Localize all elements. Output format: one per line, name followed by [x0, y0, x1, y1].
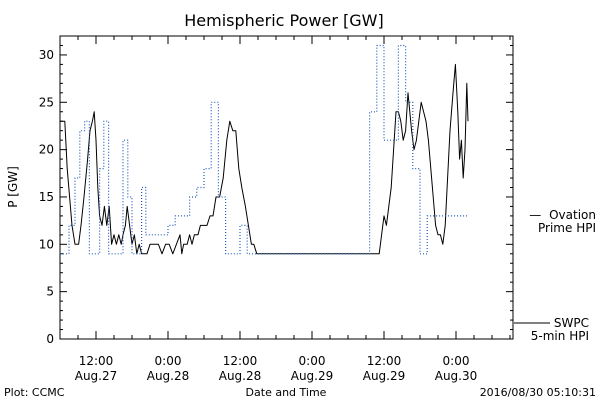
y-tick-label: 0	[46, 332, 54, 346]
plot-timestamp: 2016/08/30 05:10:31	[480, 386, 596, 399]
legend-ovation: — Ovation Prime HPI	[529, 208, 596, 235]
x-tick-time-label: 0:00	[299, 354, 326, 368]
x-tick-date-label: Aug.29	[363, 369, 406, 383]
legend-ovation-line2: Prime HPI	[538, 221, 596, 235]
y-axis-label: P [GW]	[6, 166, 20, 208]
axis-ticks: 05101520253012:00Aug.270:00Aug.2812:00Au…	[39, 36, 513, 383]
y-tick-label: 25	[39, 95, 54, 109]
chart-title: Hemispheric Power [GW]	[184, 11, 383, 30]
x-axis-label: Date and Time	[246, 386, 327, 399]
x-tick-time-label: 0:00	[443, 354, 470, 368]
ovation-prime-hpi-line	[60, 44, 468, 255]
y-tick-label: 10	[39, 237, 54, 251]
x-tick-time-label: 12:00	[79, 354, 114, 368]
y-tick-label: 30	[39, 48, 54, 62]
x-tick-time-label: 12:00	[223, 354, 258, 368]
swpc-hpi-line	[60, 63, 469, 255]
x-tick-date-label: Aug.27	[75, 369, 118, 383]
y-tick-label: 5	[46, 285, 54, 299]
y-tick-label: 20	[39, 143, 54, 157]
x-tick-time-label: 12:00	[367, 354, 402, 368]
legend-swpc: SWPC 5-min HPI	[514, 316, 589, 343]
x-tick-time-label: 0:00	[155, 354, 182, 368]
series-layer	[60, 44, 469, 255]
x-tick-date-label: Aug.30	[435, 369, 478, 383]
legend-ovation-line1: — Ovation	[529, 208, 596, 222]
y-tick-label: 15	[39, 190, 54, 204]
plot-credit: Plot: CCMC	[4, 386, 65, 399]
legend-swpc-line1: SWPC	[554, 316, 589, 330]
x-tick-date-label: Aug.29	[291, 369, 334, 383]
x-tick-date-label: Aug.28	[147, 369, 190, 383]
legend-ovation-name: Ovation	[549, 208, 596, 222]
legend-swpc-line2: 5-min HPI	[531, 329, 589, 343]
x-tick-date-label: Aug.28	[219, 369, 262, 383]
legend-ovation-marker: —	[529, 208, 541, 222]
